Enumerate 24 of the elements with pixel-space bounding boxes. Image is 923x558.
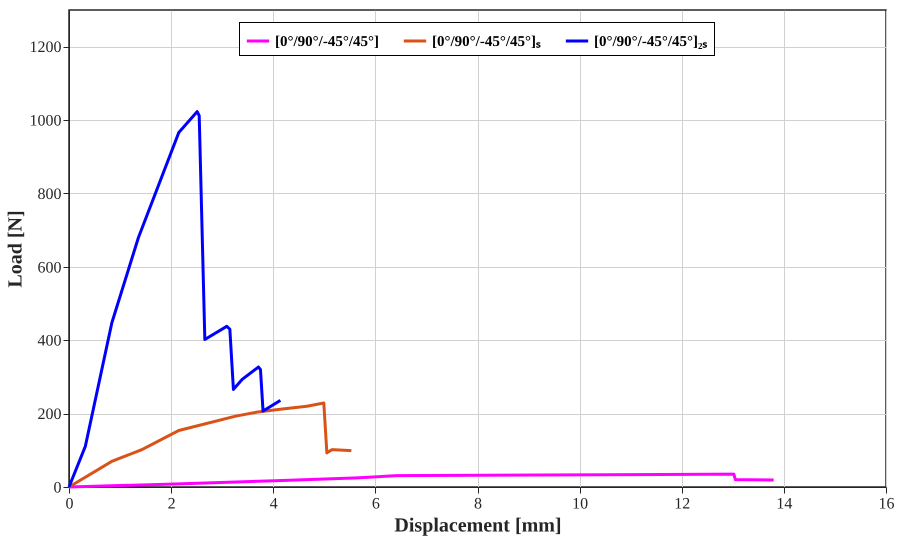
line-series bbox=[68, 472, 776, 488]
x-tick-label: 0 bbox=[66, 496, 74, 512]
line-series bbox=[68, 110, 282, 488]
y-tick-label: 1000 bbox=[30, 112, 62, 130]
x-tick-label: 12 bbox=[674, 496, 690, 512]
line-series bbox=[68, 401, 353, 488]
x-tick-label: 14 bbox=[776, 496, 792, 512]
y-tick-label: 400 bbox=[38, 332, 62, 350]
y-tick-label: 800 bbox=[38, 186, 62, 203]
x-tick-label: 4 bbox=[270, 496, 278, 512]
x-tick-label: 2 bbox=[168, 496, 176, 512]
y-tick-label: 200 bbox=[38, 406, 62, 424]
x-tick-label: 6 bbox=[372, 496, 380, 512]
legend-label: [0°/90°/-45°/45°] bbox=[275, 34, 379, 50]
x-tick-label: 10 bbox=[572, 496, 588, 512]
legend-label: [0°/90°/-45°/45°]₂ₛ bbox=[594, 34, 708, 50]
y-axis-title: Load [N] bbox=[4, 210, 26, 288]
x-axis-title: Displacement [mm] bbox=[394, 514, 562, 536]
y-tick-label: 0 bbox=[54, 480, 62, 496]
x-tick-label: 8 bbox=[474, 496, 482, 512]
legend-label: [0°/90°/-45°/45°]ₛ bbox=[432, 34, 541, 50]
x-tick-label: 16 bbox=[878, 496, 894, 512]
y-tick-label: 1200 bbox=[30, 39, 62, 56]
y-tick-label: 600 bbox=[38, 259, 62, 276]
